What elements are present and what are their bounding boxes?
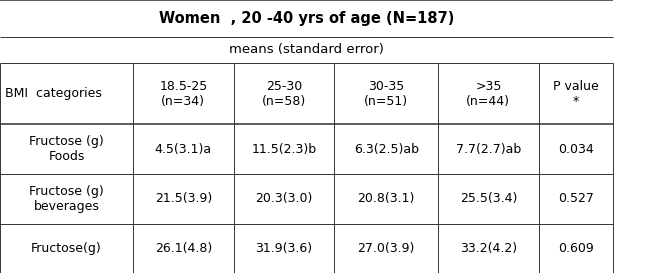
Text: 26.1(4.8): 26.1(4.8) (154, 242, 212, 255)
Text: Fructose (g)
beverages: Fructose (g) beverages (29, 185, 104, 213)
Text: means (standard error): means (standard error) (229, 43, 384, 56)
Text: 30-35
(n=51): 30-35 (n=51) (364, 79, 408, 108)
Text: 25-30
(n=58): 25-30 (n=58) (262, 79, 306, 108)
Text: Fructose (g)
Foods: Fructose (g) Foods (29, 135, 104, 163)
Text: 20.8(3.1): 20.8(3.1) (358, 192, 415, 205)
Text: 6.3(2.5)ab: 6.3(2.5)ab (354, 143, 419, 156)
Text: 27.0(3.9): 27.0(3.9) (358, 242, 415, 255)
Text: 4.5(3.1)a: 4.5(3.1)a (154, 143, 212, 156)
Text: 20.3(3.0): 20.3(3.0) (255, 192, 313, 205)
Text: Fructose(g): Fructose(g) (31, 242, 102, 255)
Text: Women  , 20 -40 yrs of age (N=187): Women , 20 -40 yrs of age (N=187) (159, 11, 454, 26)
Text: BMI  categories: BMI categories (5, 87, 102, 100)
Text: 0.527: 0.527 (558, 192, 594, 205)
Text: 31.9(3.6): 31.9(3.6) (255, 242, 313, 255)
Text: 7.7(2.7)ab: 7.7(2.7)ab (456, 143, 521, 156)
Text: 11.5(2.3)b: 11.5(2.3)b (251, 143, 317, 156)
Text: 21.5(3.9): 21.5(3.9) (154, 192, 212, 205)
Text: >35
(n=44): >35 (n=44) (467, 79, 510, 108)
Text: 25.5(3.4): 25.5(3.4) (459, 192, 517, 205)
Text: 18.5-25
(n=34): 18.5-25 (n=34) (159, 79, 208, 108)
Text: 33.2(4.2): 33.2(4.2) (459, 242, 517, 255)
Text: P value
*: P value * (553, 79, 599, 108)
Text: 0.034: 0.034 (558, 143, 594, 156)
Text: 0.609: 0.609 (558, 242, 594, 255)
